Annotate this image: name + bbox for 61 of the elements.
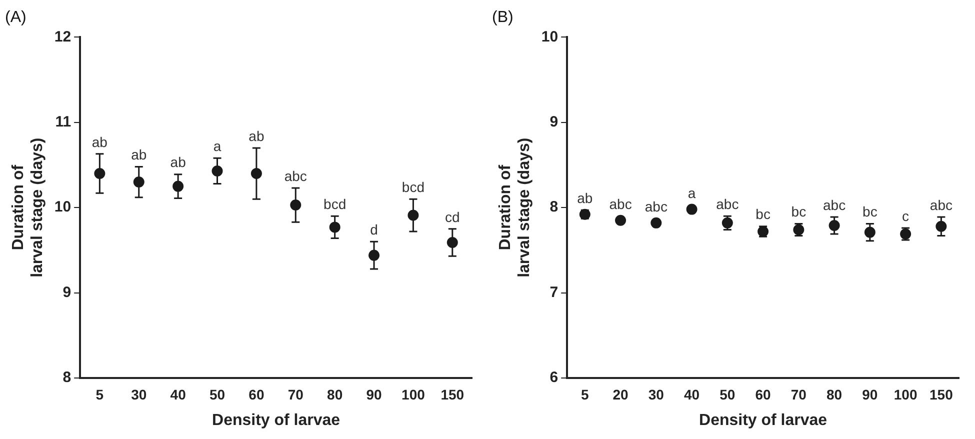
annotation: bcd: [402, 178, 424, 195]
annotation: ab: [577, 190, 593, 206]
y-tick-label: 11: [55, 114, 72, 131]
y-axis-title: Duration of larval stage (days): [10, 138, 46, 278]
annotation: cd: [445, 208, 460, 225]
annotation: a: [213, 138, 222, 154]
point: [650, 217, 662, 228]
x-tick-label: 70: [790, 386, 807, 402]
annotation: ab: [92, 134, 108, 150]
annotation: bc: [862, 204, 878, 220]
y-axis-title: Duration of larval stage (days): [497, 138, 534, 278]
annotation: ab: [248, 128, 264, 144]
x-tick-label: 100: [402, 386, 426, 402]
x-tick-label: 150: [930, 386, 954, 402]
x-tick-label: 100: [894, 386, 918, 402]
y-tick-label: 10: [54, 198, 72, 216]
x-tick-label: 40: [170, 386, 186, 402]
x-tick-label: 50: [209, 386, 226, 402]
annotation: c: [902, 208, 910, 224]
chart-title: (A): [5, 9, 26, 26]
annotation: abc: [609, 196, 632, 212]
annotation: ab: [131, 146, 147, 163]
y-tick-label: 9: [550, 114, 558, 131]
annotation: abc: [930, 196, 952, 213]
point: [686, 204, 698, 215]
y-tick-label: 10: [541, 28, 558, 46]
x-tick-label: 20: [612, 386, 629, 402]
x-tick-label: 50: [720, 386, 736, 402]
annotation: bc: [791, 204, 806, 220]
annotation: ab: [170, 154, 186, 170]
y-tick-label: 9: [62, 284, 72, 301]
x-axis-title: Density of larvae: [699, 412, 828, 429]
annotation: bcd: [324, 196, 346, 212]
x-tick-label: 70: [288, 386, 304, 402]
annotation: a: [688, 184, 696, 201]
x-tick-label: 30: [131, 386, 147, 402]
x-tick-label: 60: [248, 386, 264, 402]
x-tick-label: 90: [366, 386, 382, 402]
x-tick-label: 80: [327, 386, 343, 402]
x-tick-label: 5: [96, 386, 104, 402]
x-tick-label: 150: [440, 386, 464, 402]
y-tick-label: 12: [54, 28, 72, 46]
point: [615, 214, 626, 226]
x-tick-label: 80: [826, 386, 842, 402]
chart-title: (B): [492, 9, 514, 26]
annotation: abc: [823, 196, 846, 213]
y-tick-label: 8: [550, 198, 558, 216]
x-tick-label: 90: [862, 386, 878, 402]
annotation: abc: [716, 196, 739, 212]
x-tick-label: 40: [684, 386, 700, 402]
annotation: abc: [284, 168, 307, 184]
annotation: d: [370, 222, 378, 238]
x-tick-label: 60: [755, 386, 772, 402]
y-tick-label: 6: [550, 369, 558, 386]
x-axis-title: Density of larvae: [212, 412, 340, 429]
annotation: bc: [756, 206, 770, 222]
x-tick-label: 5: [581, 386, 589, 402]
annotation: abc: [644, 198, 668, 215]
x-tick-label: 30: [648, 386, 664, 402]
y-tick-label: 7: [550, 284, 558, 301]
y-tick-label: 8: [62, 369, 72, 386]
